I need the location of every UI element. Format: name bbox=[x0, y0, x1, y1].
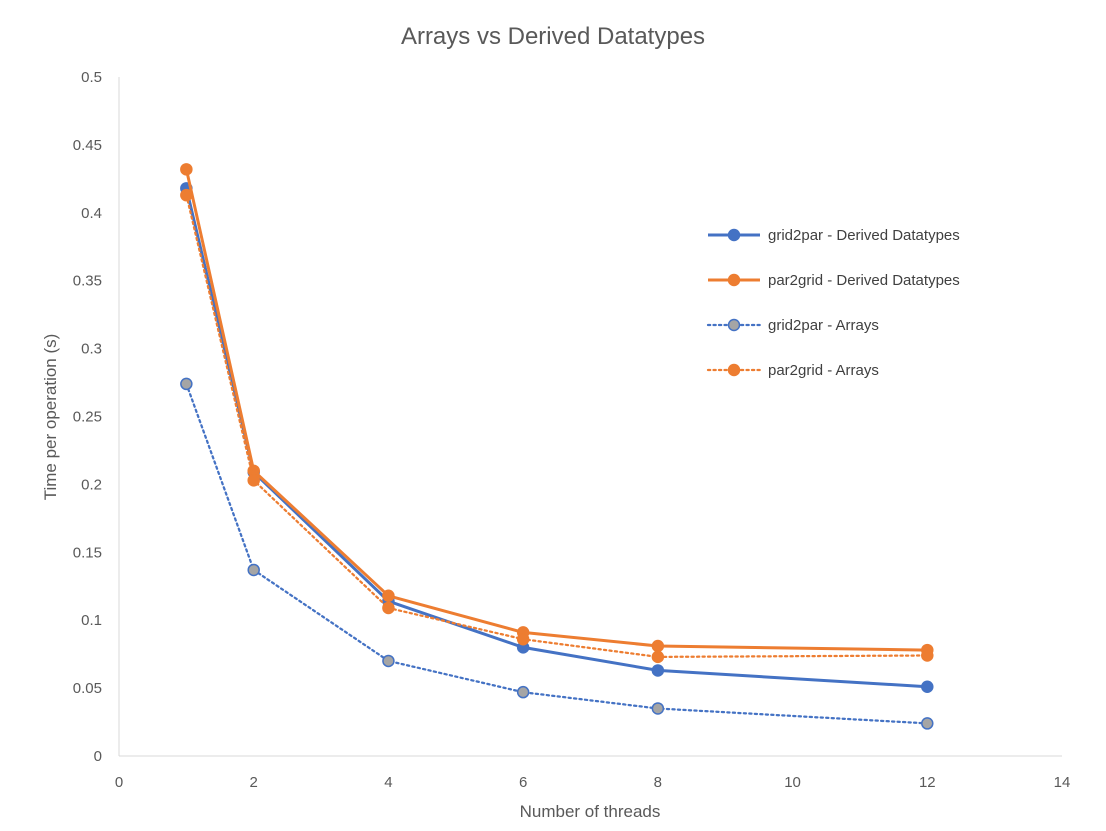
legend-label: grid2par - Derived Datatypes bbox=[768, 227, 960, 244]
y-tick-label: 0.05 bbox=[73, 680, 102, 697]
y-tick-label: 0.15 bbox=[73, 544, 102, 561]
x-tick-label: 8 bbox=[654, 774, 662, 791]
legend-label: grid2par - Arrays bbox=[768, 317, 879, 334]
x-tick-label: 2 bbox=[250, 774, 258, 791]
series-line bbox=[184, 168, 928, 652]
x-axis-title: Number of threads bbox=[520, 802, 661, 821]
series-group bbox=[180, 188, 934, 664]
data-point bbox=[921, 680, 934, 693]
x-tick-label: 12 bbox=[919, 774, 936, 791]
y-tick-label: 0 bbox=[94, 748, 102, 765]
y-tick-label: 0.3 bbox=[81, 341, 102, 358]
y-axis-ticks: 0 0.05 0.1 0.15 0.2 0.25 0.3 0.35 0.4 0.45 0.5 bbox=[73, 69, 102, 765]
legend-label: par2grid - Derived Datatypes bbox=[768, 272, 960, 289]
x-tick-label: 10 bbox=[784, 774, 801, 791]
data-point bbox=[651, 664, 665, 677]
data-point bbox=[382, 589, 395, 603]
data-point bbox=[180, 377, 193, 391]
y-axis-title: Time per operation (s) bbox=[41, 334, 60, 501]
data-point bbox=[516, 632, 530, 646]
chart-title: Arrays vs Derived Datatypes bbox=[401, 23, 705, 50]
y-tick-label: 0.4 bbox=[81, 205, 102, 222]
y-tick-label: 0.35 bbox=[73, 273, 102, 290]
data-point bbox=[651, 639, 665, 653]
data-point bbox=[247, 563, 260, 577]
series-line bbox=[185, 382, 929, 725]
data-point bbox=[516, 685, 530, 699]
data-point bbox=[921, 649, 934, 662]
series-line bbox=[185, 193, 929, 659]
legend-marker bbox=[727, 363, 741, 377]
legend-marker bbox=[727, 228, 741, 242]
legend-item: grid2par - Derived Datatypes bbox=[708, 227, 960, 244]
series-group bbox=[180, 182, 934, 693]
data-point bbox=[382, 654, 395, 668]
data-point bbox=[180, 188, 193, 202]
x-tick-label: 6 bbox=[519, 774, 527, 791]
y-tick-label: 0.5 bbox=[81, 69, 102, 86]
data-point bbox=[180, 163, 193, 176]
data-point bbox=[247, 474, 260, 487]
data-point bbox=[651, 650, 665, 664]
x-tick-label: 14 bbox=[1054, 774, 1071, 791]
data-point bbox=[921, 717, 934, 730]
x-tick-label: 4 bbox=[384, 774, 392, 791]
data-point bbox=[651, 702, 665, 715]
series-line bbox=[184, 188, 928, 689]
legend-label: par2grid - Arrays bbox=[768, 362, 879, 379]
y-tick-label: 0.45 bbox=[73, 137, 102, 154]
legend-item: grid2par - Arrays bbox=[706, 317, 879, 334]
y-tick-label: 0.1 bbox=[81, 612, 102, 629]
y-tick-label: 0.2 bbox=[81, 476, 102, 493]
legend-marker bbox=[727, 318, 741, 332]
legend-item: par2grid - Arrays bbox=[706, 362, 879, 379]
legend: grid2par - Derived Datatypes par2grid - D… bbox=[706, 227, 960, 379]
data-point bbox=[382, 601, 395, 615]
series-layer bbox=[180, 163, 934, 730]
x-axis-ticks: 0 2 4 6 8 10 12 14 bbox=[115, 774, 1071, 791]
legend-item: par2grid - Derived Datatypes bbox=[708, 272, 960, 289]
y-tick-label: 0.25 bbox=[73, 409, 102, 426]
series-group bbox=[180, 377, 934, 730]
x-tick-label: 0 bbox=[115, 774, 123, 791]
legend-marker bbox=[727, 273, 741, 287]
